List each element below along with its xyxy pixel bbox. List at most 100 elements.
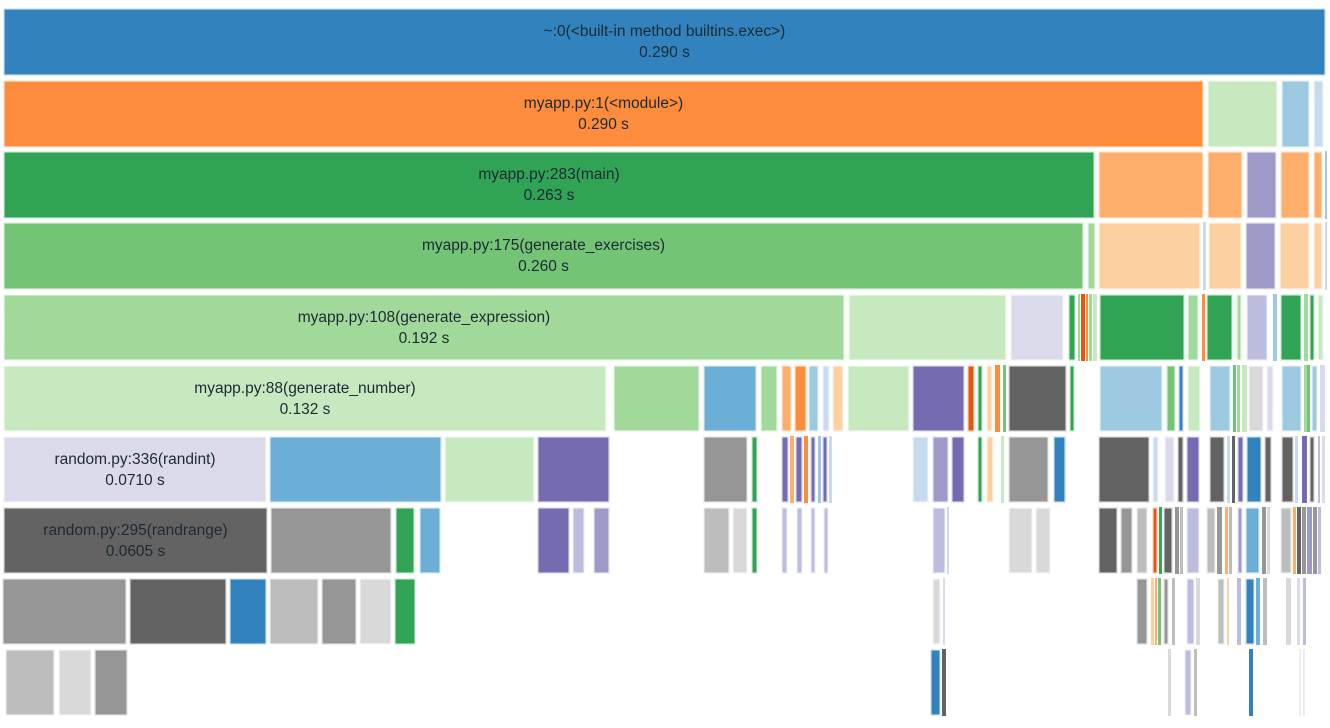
frame-bar[interactable] [1236, 294, 1242, 361]
frame-bar[interactable] [1311, 365, 1318, 432]
frame-bar[interactable] [1099, 294, 1185, 361]
frame-bar[interactable] [967, 365, 975, 432]
frame-bar[interactable] [781, 365, 792, 432]
frame-bar[interactable] [1313, 222, 1323, 290]
frame-bar[interactable] [1158, 578, 1161, 645]
frame-bar[interactable] [1120, 507, 1133, 574]
frame-bar[interactable] [1286, 578, 1291, 645]
frame-bar[interactable] [1297, 578, 1300, 645]
frame-bar[interactable] [1175, 507, 1179, 574]
frame-bar[interactable] [1206, 507, 1216, 574]
frame-bar[interactable] [1233, 365, 1236, 432]
frame-bar[interactable] [1273, 294, 1277, 361]
frame-bar[interactable] [1164, 436, 1175, 503]
frame-bar[interactable] [1069, 365, 1075, 432]
frame-bar[interactable] [1187, 365, 1201, 432]
frame-bar[interactable] [1242, 365, 1247, 432]
frame-bar[interactable] [823, 507, 829, 574]
frame-bar[interactable] [1279, 222, 1310, 290]
frame-bar[interactable] [1313, 151, 1323, 219]
frame-bar[interactable] [1264, 436, 1272, 503]
frame-bar[interactable] [1010, 294, 1064, 361]
frame-bar[interactable] [1237, 507, 1243, 574]
frame-bar[interactable] [1217, 507, 1222, 574]
frame-bar[interactable] [751, 507, 758, 574]
frame-bar[interactable] [1280, 294, 1302, 361]
frame-bar[interactable] [1281, 365, 1302, 432]
frame-bar[interactable] [1035, 507, 1051, 574]
frame-bar[interactable] [1293, 507, 1296, 574]
frame-bar[interactable] [94, 649, 128, 716]
frame-bar[interactable] [1325, 151, 1327, 219]
frame-bar[interactable] [943, 578, 945, 645]
frame-bar[interactable] [795, 436, 803, 503]
frame-bar[interactable] [593, 507, 610, 574]
frame-generate-number[interactable]: myapp.py:88(generate_number) 0.132 s [3, 365, 607, 432]
frame-bar[interactable] [1237, 365, 1240, 432]
frame-bar[interactable] [229, 578, 267, 645]
frame-bar[interactable] [58, 649, 92, 716]
frame-bar[interactable] [1086, 294, 1088, 361]
frame-bar[interactable] [796, 507, 803, 574]
frame-bar[interactable] [1309, 294, 1315, 361]
frame-bar[interactable] [1313, 507, 1317, 574]
frame-bar[interactable] [129, 578, 227, 645]
frame-bar[interactable] [1187, 294, 1199, 361]
frame-bar[interactable] [1246, 294, 1268, 361]
frame-bar[interactable] [1163, 578, 1169, 645]
frame-bar[interactable] [1280, 151, 1310, 219]
frame-bar[interactable] [269, 436, 442, 503]
frame-bar[interactable] [1302, 507, 1306, 574]
frame-bar[interactable] [1313, 80, 1324, 148]
frame-bar[interactable] [395, 507, 415, 574]
frame-main[interactable]: myapp.py:283(main) 0.263 s [3, 151, 1095, 219]
frame-bar[interactable] [1266, 365, 1274, 432]
frame-bar[interactable] [1068, 294, 1076, 361]
frame-bar[interactable] [847, 365, 910, 432]
frame-bar[interactable] [951, 436, 965, 503]
frame-bar[interactable] [1209, 365, 1231, 432]
frame-bar[interactable] [1304, 294, 1308, 361]
frame-bar[interactable] [794, 365, 807, 432]
frame-bar[interactable] [1098, 151, 1204, 219]
frame-exec[interactable]: ~:0(<built-in method builtins.exec>) 0.29… [3, 8, 1326, 76]
frame-bar[interactable] [804, 436, 808, 503]
frame-bar[interactable] [1209, 436, 1225, 503]
frame-bar[interactable] [1098, 222, 1201, 290]
frame-bar[interactable] [848, 294, 1007, 361]
frame-bar[interactable] [1151, 578, 1154, 645]
frame-bar[interactable] [1078, 294, 1080, 361]
frame-module[interactable]: myapp.py:1(<module>) 0.290 s [3, 80, 1204, 148]
frame-bar[interactable] [1227, 436, 1230, 503]
frame-bar[interactable] [1001, 436, 1004, 503]
frame-bar[interactable] [1307, 365, 1310, 432]
frame-bar[interactable] [321, 578, 357, 645]
frame-bar[interactable] [995, 365, 1000, 432]
frame-bar[interactable] [1263, 578, 1267, 645]
frame-bar[interactable] [270, 507, 392, 574]
frame-bar[interactable] [822, 436, 828, 503]
frame-bar[interactable] [1295, 436, 1298, 503]
frame-bar[interactable] [1087, 222, 1096, 290]
frame-bar[interactable] [1237, 436, 1244, 503]
frame-bar[interactable] [1225, 507, 1228, 574]
frame-bar[interactable] [1003, 365, 1006, 432]
frame-bar[interactable] [822, 365, 830, 432]
frame-bar[interactable] [751, 436, 758, 503]
frame-bar[interactable] [810, 507, 816, 574]
frame-bar[interactable] [1302, 436, 1307, 503]
frame-bar[interactable] [930, 649, 941, 716]
frame-bar[interactable] [932, 578, 941, 645]
frame-bar[interactable] [359, 578, 392, 645]
frame-bar[interactable] [1186, 507, 1200, 574]
frame-bar[interactable] [1186, 578, 1195, 645]
frame-bar[interactable] [1318, 507, 1321, 574]
frame-bar[interactable] [1208, 222, 1242, 290]
frame-bar[interactable] [1155, 578, 1157, 645]
frame-bar[interactable] [537, 436, 610, 503]
frame-bar[interactable] [986, 365, 993, 432]
frame-bar[interactable] [1089, 294, 1092, 361]
frame-bar[interactable] [1245, 222, 1276, 290]
frame-bar[interactable] [1245, 578, 1255, 645]
frame-bar[interactable] [1206, 294, 1233, 361]
